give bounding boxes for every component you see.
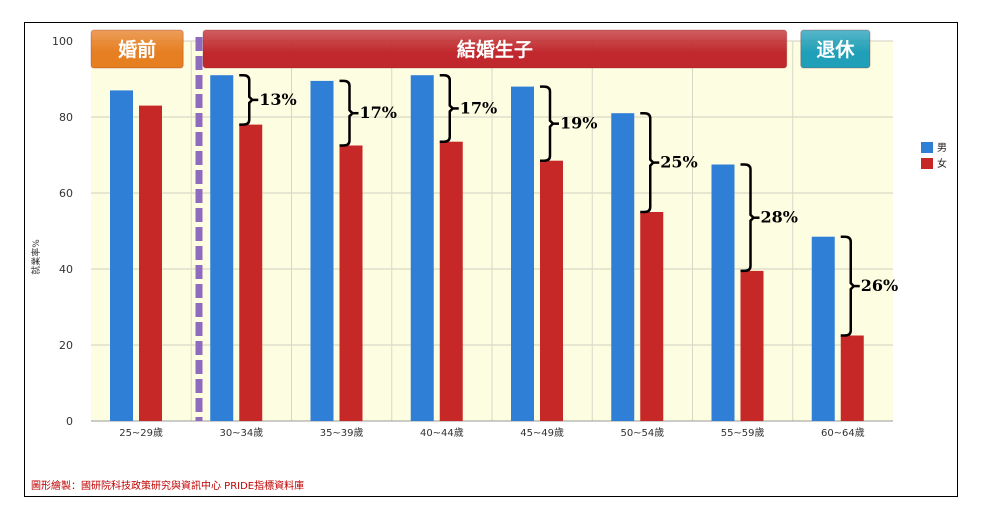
bar — [339, 145, 363, 421]
y-tick-label: 20 — [59, 339, 73, 352]
bar — [711, 164, 735, 421]
bars — [110, 75, 864, 422]
legend-label: 女 — [937, 157, 947, 170]
y-tick-label: 60 — [59, 187, 73, 200]
x-tick-label: 50~54歲 — [620, 426, 664, 439]
stage-banner — [202, 29, 788, 69]
x-tick-label: 35~39歲 — [320, 426, 364, 439]
stage-banner-label: 結婚生子 — [457, 38, 533, 61]
bar — [410, 75, 434, 421]
y-tick-label: 100 — [52, 35, 73, 48]
bar — [840, 335, 864, 421]
gap-brackets: 13% 17% 17% 19% 25% 28% 26% — [239, 73, 898, 337]
gap-label: 26% — [861, 276, 898, 295]
gap-label: 25% — [660, 153, 697, 172]
bar — [811, 236, 835, 421]
bar — [611, 113, 635, 421]
stage-banner-label: 退休 — [816, 39, 855, 61]
stage-banner — [800, 29, 871, 69]
y-axis-label: 就業率% — [30, 239, 42, 275]
bar — [511, 86, 534, 421]
bar — [439, 141, 463, 421]
y-tick-label: 80 — [59, 111, 73, 124]
legend-swatch — [921, 158, 933, 169]
employment-rate-chart: 0 20 40 60 80 100 就業率% 25~29歲 30~34歲 35~39歲 40~4… — [30, 29, 947, 492]
legend-label: 男 — [937, 142, 947, 154]
y-tick-label: 40 — [59, 263, 73, 276]
bar — [540, 160, 563, 421]
gap-label: 28% — [761, 208, 798, 227]
gap-label: 17% — [460, 98, 497, 117]
gap-label: 17% — [360, 103, 397, 122]
stage-banner — [90, 29, 184, 69]
x-tick-label: 55~59歲 — [721, 426, 765, 439]
bar — [310, 80, 334, 422]
x-axis-ticks: 25~29歲 30~34歲 35~39歲 40~44歲 45~49歲 50~54歲 55~5… — [119, 426, 865, 439]
stage-banner-label: 婚前 — [118, 38, 156, 61]
chart-frame: 0 20 40 60 80 100 就業率% 25~29歲 30~34歲 35~39歲 40~4… — [24, 22, 958, 497]
legend-swatch — [921, 142, 933, 153]
x-tick-label: 60~64歲 — [821, 426, 865, 439]
x-tick-label: 45~49歲 — [520, 426, 564, 439]
x-tick-label: 40~44歲 — [420, 426, 464, 439]
stage-banners: 婚前 結婚生子 退休 — [90, 29, 871, 69]
bar — [110, 90, 133, 422]
x-tick-label: 25~29歲 — [119, 426, 163, 439]
x-tick-label: 30~34歲 — [219, 426, 263, 439]
legend: 男女 — [921, 142, 947, 170]
bar — [210, 75, 234, 421]
y-axis-ticks: 0 20 40 60 80 100 — [52, 35, 73, 428]
y-tick-label: 0 — [66, 415, 73, 428]
bar — [139, 105, 162, 421]
gap-label: 19% — [560, 114, 597, 133]
bar — [239, 124, 263, 421]
bar — [740, 270, 764, 421]
source-note: 圖形繪製：國研院科技政策研究與資訊中心 PRIDE指標資料庫 — [31, 479, 304, 492]
gap-label: 13% — [259, 90, 296, 109]
bar — [640, 212, 664, 421]
